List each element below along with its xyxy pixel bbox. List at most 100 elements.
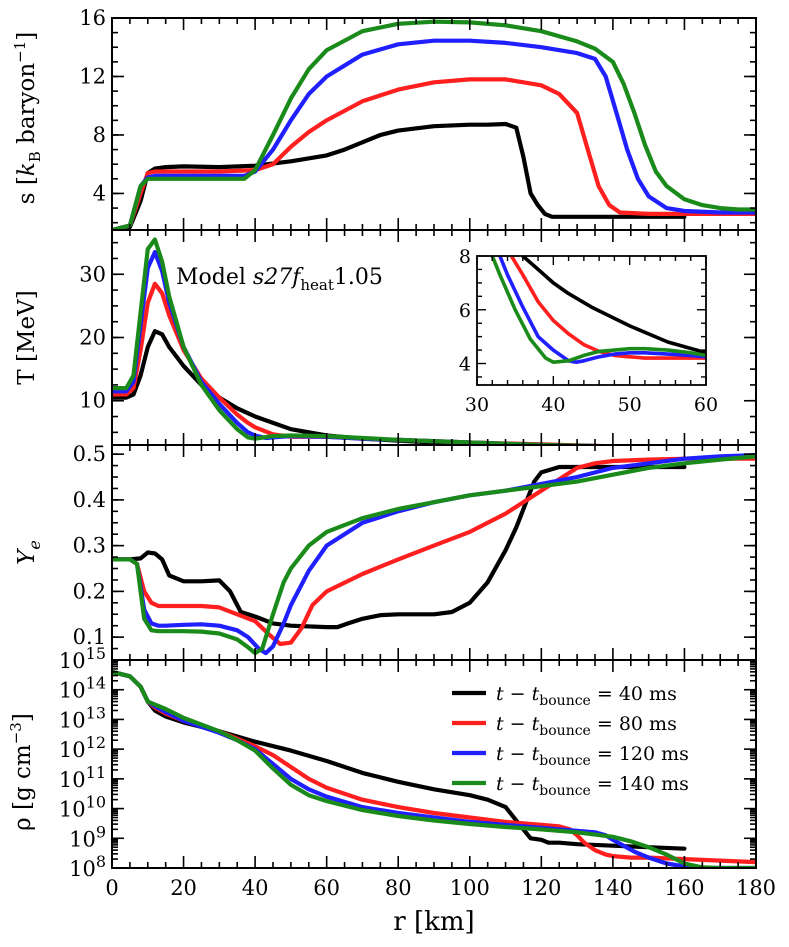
label-part: e (25, 540, 44, 549)
series-line-ye-140ms (112, 454, 756, 656)
inset-x-tick-label: 60 (694, 394, 718, 416)
y-tick-base: 10 (69, 857, 96, 881)
label-part: ] (14, 32, 40, 41)
y-tick-label: 0.4 (73, 488, 106, 512)
panel-temperature-ticks (111, 230, 757, 445)
y-tick-label: 1015 (59, 644, 106, 673)
inset-line-120ms (498, 256, 706, 364)
y-tick-exponent: 8 (96, 852, 106, 871)
x-tick-label: 40 (242, 876, 269, 900)
inset-line-40ms (521, 256, 706, 355)
y-tick-label: 12 (79, 64, 106, 88)
y-tick-label: 0.3 (73, 534, 106, 558)
y-tick-exponent: 9 (96, 822, 106, 841)
inset-x-tick-label: 30 (465, 394, 489, 416)
x-tick-label: 140 (593, 876, 633, 900)
legend-label-140ms: t − tbounce = 140 ms (496, 773, 689, 799)
label-part: t − t (496, 743, 540, 765)
series-line-entropy-120ms (112, 38, 756, 230)
y-tick-base: 10 (59, 738, 86, 762)
panel-entropy-ticks (111, 17, 757, 230)
y-axis-label-ye: Ye (14, 540, 44, 565)
label-part: heat (300, 276, 334, 294)
label-part: t − t (496, 683, 540, 705)
panel-temperature-series (112, 237, 709, 445)
label-part: B (26, 151, 44, 162)
label-part: ρ [g cm (10, 744, 36, 831)
y-tick-exponent: 13 (86, 703, 106, 722)
y-tick-label: 1011 (59, 763, 106, 792)
y-tick-base: 10 (59, 708, 86, 732)
x-tick-label: 0 (105, 876, 118, 900)
inset-y-tick-label: 8 (459, 246, 471, 268)
inset-background (477, 256, 706, 385)
panel-ye-ticks (111, 445, 757, 661)
series-line-temperature-140ms (112, 237, 709, 445)
series-line-entropy-40ms (112, 121, 687, 230)
x-tick-label: 100 (450, 876, 490, 900)
panel-density-series (112, 669, 756, 868)
y-tick-label: 1012 (59, 733, 106, 762)
y-tick-exponent: 12 (86, 733, 106, 752)
series-line-entropy-80ms (112, 77, 756, 230)
label-part: Model (176, 265, 253, 290)
legend-label-40ms: t − tbounce = 40 ms (496, 683, 677, 709)
y-tick-label: 20 (79, 326, 106, 350)
panel-frame (111, 444, 757, 661)
label-part: ] (10, 713, 36, 722)
legend-label-120ms: t − tbounce = 120 ms (496, 743, 689, 769)
series-line-density-140ms (112, 669, 756, 868)
label-part: bounce (539, 723, 591, 739)
y-tick-label: 8 (93, 123, 106, 147)
y-tick-base: 10 (59, 768, 86, 792)
y-tick-exponent: 11 (86, 763, 106, 782)
y-tick-base: 10 (59, 798, 86, 822)
series-line-ye-80ms (112, 456, 756, 647)
inset-series (490, 256, 706, 364)
y-tick-exponent: 10 (86, 793, 106, 812)
inset-frame (476, 255, 707, 386)
label-part: bounce (539, 753, 591, 769)
inset-x-tick-label: 40 (541, 394, 565, 416)
y-tick-base: 10 (59, 649, 86, 673)
x-tick-label: 120 (521, 876, 561, 900)
inset-line-140ms (490, 256, 706, 364)
y-axis-label-temperature: T [MeV] (14, 290, 40, 384)
y-tick-label: 0.2 (73, 579, 106, 603)
model-annotation: Model s27fheat1.05 (176, 265, 383, 294)
inset-y-tick-label: 6 (459, 300, 471, 322)
label-part: = 40 ms (591, 683, 677, 705)
y-tick-label: 1014 (59, 674, 106, 703)
label-part: = 120 ms (591, 743, 689, 765)
y-tick-label: 0.5 (73, 442, 106, 466)
y-tick-exponent: 15 (86, 644, 106, 663)
y-tick-exponent: 14 (86, 674, 106, 693)
panel-density-ticks (111, 659, 757, 869)
label-part: k (14, 162, 40, 176)
label-part: = 140 ms (591, 773, 689, 795)
y-tick-label: 4 (93, 181, 106, 205)
y-tick-label: 0.1 (73, 625, 106, 649)
legend-label-80ms: t − tbounce = 80 ms (496, 713, 677, 739)
inset-y-tick-label: 4 (459, 354, 471, 376)
x-tick-label: 80 (385, 876, 412, 900)
label-part: = 80 ms (591, 713, 677, 735)
y-tick-label: 16 (79, 6, 106, 30)
label-part: −1 (11, 41, 29, 63)
y-tick-label: 10 (79, 389, 106, 413)
series-line-ye-120ms (112, 453, 756, 656)
label-part: Y (14, 547, 40, 565)
x-tick-label: 60 (313, 876, 340, 900)
panel-frame (111, 17, 757, 231)
x-axis-label: r [km] (393, 907, 474, 937)
x-tick-label: 180 (736, 876, 776, 900)
y-tick-label: 1010 (59, 793, 106, 822)
y-axis-label-density: ρ [g cm−3] (7, 713, 36, 831)
panel-ye-series (112, 453, 756, 656)
y-tick-base: 10 (69, 827, 96, 851)
label-part: s27f (253, 265, 304, 290)
series-line-ye-40ms (112, 464, 687, 630)
series-line-density-120ms (112, 669, 756, 868)
label-part: s [ (14, 176, 40, 204)
